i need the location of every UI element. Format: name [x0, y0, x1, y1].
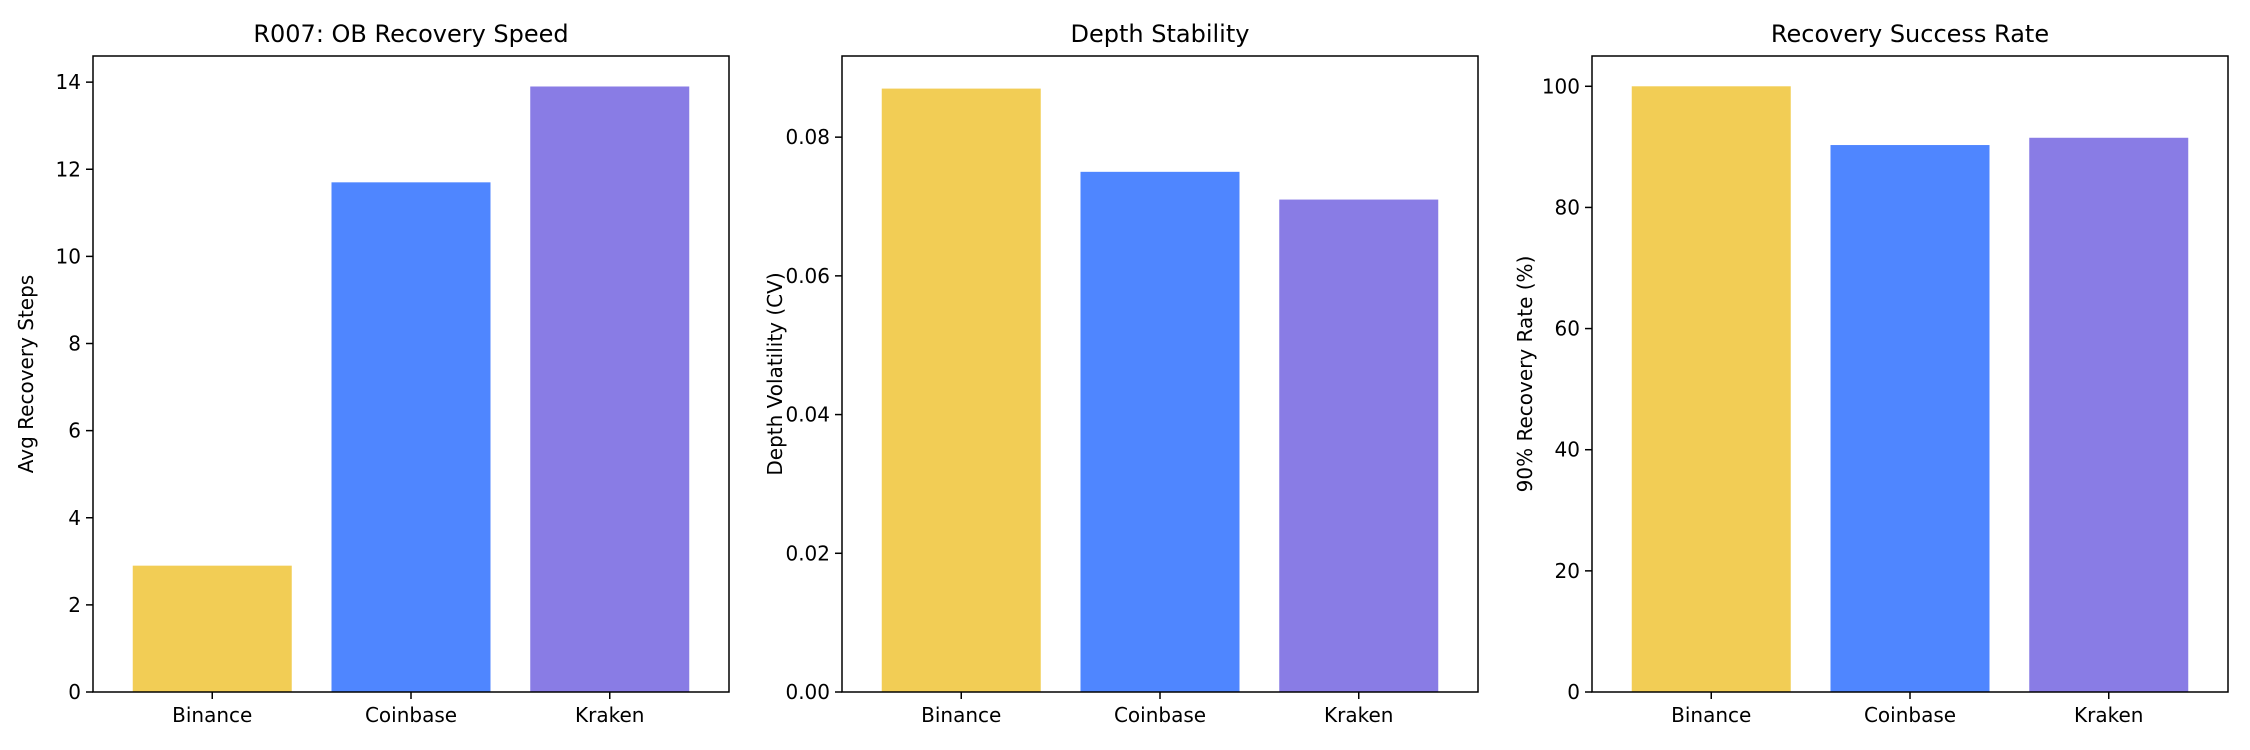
y-tick-label: 10 [56, 244, 81, 268]
y-axis-label: 90% Recovery Rate (%) [1513, 256, 1537, 493]
bar-kraken [2029, 137, 2189, 692]
y-tick-label: 0 [1567, 680, 1580, 704]
chart-panel-3: 0 20 40 60 80 100 Binance Coinbase Kraken Recover… [1513, 20, 2229, 727]
y-tick-label: 0.04 [785, 403, 830, 427]
x-tick-label-kraken: Kraken [2074, 703, 2143, 727]
bar-binance [881, 88, 1041, 693]
y-tick-label: 20 [1555, 559, 1580, 583]
y-tick-label: 12 [56, 157, 81, 181]
y-tick-label: 2 [68, 593, 81, 617]
chart-title: R007: OB Recovery Speed [253, 20, 568, 48]
y-axis-label: Depth Volatility (CV) [763, 272, 787, 475]
y-tick-label: 100 [1542, 74, 1580, 98]
x-tick-label-coinbase: Coinbase [1114, 703, 1206, 727]
y-tick-label: 0.02 [785, 541, 830, 565]
bar-binance [1631, 86, 1791, 693]
y-tick-label: 4 [68, 506, 81, 530]
bar-binance [132, 565, 292, 692]
y-tick-label: 60 [1555, 317, 1580, 341]
bar-coinbase [1080, 171, 1240, 692]
y-tick-label: 40 [1555, 438, 1580, 462]
chart-panels: 0 2 4 6 8 10 12 14 Binance Coinbase Kraken R007: OB… [14, 20, 2229, 727]
x-tick-label-coinbase: Coinbase [365, 703, 457, 727]
x-tick-label-binance: Binance [172, 703, 252, 727]
y-tick-label: 14 [56, 70, 81, 94]
x-tick-label-kraken: Kraken [575, 703, 644, 727]
chart-title: Depth Stability [1071, 20, 1250, 48]
y-tick-label: 80 [1555, 195, 1580, 219]
y-tick-label: 8 [68, 332, 81, 356]
bar-coinbase [1830, 145, 1990, 693]
x-tick-label-binance: Binance [1671, 703, 1751, 727]
x-tick-label-coinbase: Coinbase [1864, 703, 1956, 727]
x-tick-label-kraken: Kraken [1324, 703, 1393, 727]
y-tick-label: 0.06 [785, 264, 830, 288]
y-tick-label: 0.00 [785, 680, 830, 704]
chart-panel-1: 0 2 4 6 8 10 12 14 Binance Coinbase Kraken R007: OB… [14, 20, 730, 727]
bar-kraken [1279, 199, 1439, 692]
y-tick-label: 0.08 [785, 125, 830, 149]
y-tick-label: 0 [68, 680, 81, 704]
y-tick-label: 6 [68, 419, 81, 443]
chart-title: Recovery Success Rate [1771, 20, 2049, 48]
bar-coinbase [331, 182, 491, 692]
bar-kraken [530, 86, 690, 693]
x-tick-label-binance: Binance [921, 703, 1001, 727]
y-axis-label: Avg Recovery Steps [14, 275, 38, 473]
chart-panel-2: 0.00 0.02 0.04 0.06 0.08 Binance Coinbase Krake… [763, 20, 1479, 727]
